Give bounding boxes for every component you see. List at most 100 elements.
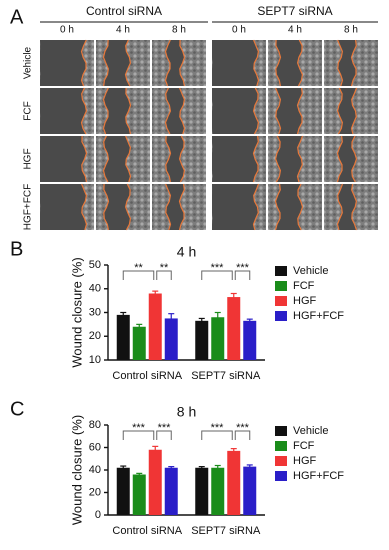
bar	[164, 318, 178, 360]
y-tick-label: 50	[89, 259, 101, 271]
y-tick-label: 40	[89, 464, 101, 476]
wound-area	[165, 136, 185, 182]
significance-label: ***	[236, 262, 250, 274]
legend-label: FCF	[293, 440, 315, 452]
wound-edge	[178, 183, 185, 231]
time-label: 8 h	[344, 25, 358, 36]
wound-edge	[350, 39, 357, 87]
wound-area	[40, 88, 87, 134]
row-label: Vehicle	[23, 46, 34, 79]
legend-label: HGF	[293, 295, 317, 307]
legend-label: HGF	[293, 455, 317, 467]
wound-edge	[252, 135, 259, 183]
y-tick-label: 20	[89, 486, 101, 498]
y-tick-label: 60	[89, 441, 101, 453]
wound-edge	[179, 39, 186, 87]
wound-edge	[350, 87, 358, 135]
significance-label: ***	[211, 422, 225, 434]
wound-area	[275, 88, 303, 134]
wound-edge	[179, 87, 186, 135]
legend-swatch	[275, 441, 287, 451]
wound-edge	[125, 135, 132, 183]
bar	[116, 314, 130, 360]
wound-area	[212, 136, 259, 182]
time-label: 8 h	[172, 25, 186, 36]
wound-area	[275, 40, 303, 86]
significance-label: ***	[211, 262, 225, 274]
wound-edge	[165, 135, 172, 183]
bar	[243, 320, 257, 360]
legend-label: Vehicle	[293, 265, 328, 277]
legend-swatch	[275, 456, 287, 466]
legend-swatch	[275, 426, 287, 436]
wound-edge	[178, 135, 186, 183]
wound-edge	[102, 87, 109, 135]
wound-area	[165, 88, 185, 134]
bar	[195, 320, 209, 360]
wound-area	[212, 40, 259, 86]
wound-edge	[336, 87, 344, 135]
y-tick-label: 20	[89, 330, 101, 342]
bar	[243, 466, 257, 515]
wound-edge	[124, 183, 132, 231]
legend-label: Vehicle	[293, 425, 328, 437]
wound-area	[275, 184, 303, 230]
wound-area	[103, 184, 131, 230]
wound-edge	[336, 183, 344, 231]
time-label: 0 h	[60, 25, 74, 36]
bar	[164, 467, 178, 515]
time-label: 4 h	[116, 25, 130, 36]
wound-edge	[252, 87, 260, 135]
row-label: HGF	[23, 148, 34, 169]
wound-edge	[297, 183, 304, 231]
significance-bracket	[122, 270, 155, 280]
y-tick-label: 10	[89, 354, 101, 366]
panel-label: A	[10, 6, 24, 28]
bar	[148, 293, 162, 360]
bar	[132, 326, 146, 360]
group-label: SEPT7 siRNA	[257, 4, 332, 18]
wound-edge	[296, 87, 303, 135]
y-axis-label: Wound closure (%)	[69, 415, 84, 525]
wound-edge	[253, 39, 260, 87]
legend-label: HGF+FCF	[293, 470, 344, 482]
wound-edge	[275, 39, 282, 87]
panel-label: C	[10, 398, 24, 420]
legend-swatch	[275, 266, 287, 276]
significance-bracket	[201, 430, 233, 440]
y-tick-label: 80	[89, 419, 101, 431]
significance-label: ***	[236, 422, 250, 434]
wound-edge	[296, 135, 304, 183]
significance-bracket	[156, 430, 172, 440]
wound-area	[103, 88, 131, 134]
bar	[116, 467, 130, 515]
significance-bracket	[234, 430, 251, 440]
significance-label: **	[134, 262, 143, 274]
wound-area	[103, 40, 131, 86]
wound-area	[165, 184, 185, 230]
wound-area	[40, 184, 87, 230]
wound-edge	[337, 39, 344, 87]
legend-swatch	[275, 311, 287, 321]
row-label: FCF	[23, 101, 34, 120]
significance-label: **	[160, 262, 169, 274]
bar	[132, 474, 146, 515]
wound-edge	[296, 39, 304, 87]
y-tick-label: 0	[95, 509, 101, 521]
wound-area	[275, 136, 303, 182]
wound-area	[337, 40, 357, 86]
legend-label: FCF	[293, 280, 315, 292]
wound-edge	[103, 183, 110, 231]
wound-area	[40, 40, 87, 86]
wound-edge	[102, 135, 110, 183]
chart-title: 8 h	[177, 404, 196, 420]
panel-label: B	[10, 238, 23, 260]
significance-label: ***	[132, 422, 146, 434]
wound-edge	[164, 39, 171, 87]
x-tick-label: SEPT7 siRNA	[191, 525, 261, 537]
wound-edge	[336, 135, 343, 183]
bar	[148, 449, 162, 515]
wound-area	[103, 136, 131, 182]
y-tick-label: 30	[89, 306, 101, 318]
